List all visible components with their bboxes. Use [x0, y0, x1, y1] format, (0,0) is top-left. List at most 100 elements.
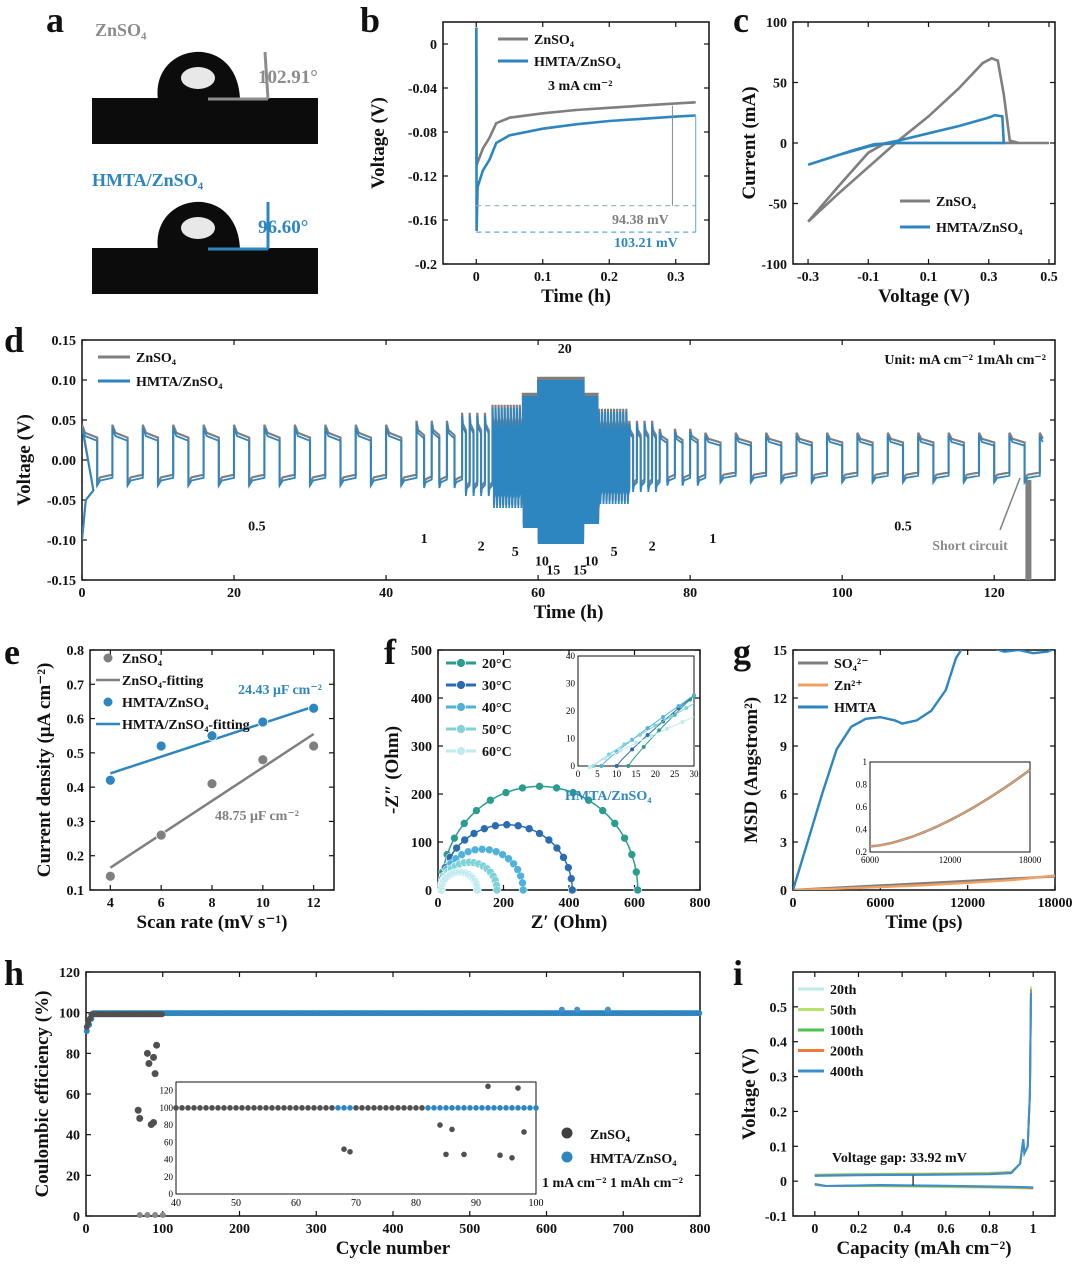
- x-tick-label: 200: [229, 1222, 250, 1237]
- inset-point: [645, 733, 650, 738]
- inset-ce-point: [197, 1105, 203, 1111]
- y-tick-label: 0.2: [67, 850, 85, 865]
- plot-frame: [792, 971, 1056, 1217]
- legend-zn: ZnSO₄: [590, 1128, 631, 1143]
- ce-point-hm: [696, 1010, 703, 1017]
- panel-label-i: i: [733, 953, 743, 993]
- y-tick-label: -0.04: [408, 82, 437, 97]
- inset-x-tick: 18000: [1019, 855, 1042, 865]
- contact-angle-image-1: ZnSO₄ 102.91°: [92, 20, 318, 144]
- series-line-1: [793, 874, 1055, 890]
- rate-label: 15: [573, 563, 587, 578]
- ce-point-zn-low: [136, 1211, 143, 1218]
- impedance-fit-4: [440, 871, 479, 891]
- legend-ion-0: SO₄²⁻: [834, 657, 868, 672]
- legend-temp-3-marker: [456, 724, 466, 734]
- y-tick-label: -0.15: [47, 574, 76, 589]
- inset-ce-point: [317, 1105, 323, 1111]
- ce-point-zn-low: [159, 1211, 166, 1218]
- y-tick-label: 0.1: [67, 884, 85, 899]
- inset-ce-point: [455, 1105, 461, 1111]
- chart-i: 0 0.2 0.4 0.6 0.8 1 -0.1 0 0.1 0.2 0.3 0.4 0.5 Capaci…: [739, 971, 1056, 1259]
- inset-x-tick: 30: [690, 769, 700, 779]
- y-tick-label: 0.5: [770, 1001, 788, 1016]
- inset-y-tick: 0.8: [856, 780, 868, 790]
- fit-line-zn: [109, 732, 315, 869]
- data-point: [206, 778, 218, 790]
- inset-y-tick: 0.6: [856, 802, 868, 812]
- chart-e: 4 6 8 10 12 0.1 0.2 0.3 0.4 0.5 0.6 0.7 0.8 Scan rate…: [34, 644, 335, 933]
- legend-zn-marker: [103, 653, 113, 663]
- x-axis-label: Cycle number: [336, 1238, 451, 1259]
- inset-ce-point: [347, 1105, 353, 1111]
- y-axis-label: Voltage (V): [739, 1048, 760, 1140]
- x-tick-label: 0.2: [850, 1222, 868, 1237]
- ce-point-zn-outlier: [151, 1070, 159, 1078]
- legend-temp-0-marker: [456, 658, 466, 668]
- inset-y-tick: 20: [566, 706, 576, 716]
- panel-label-f: f: [384, 632, 397, 672]
- inset-point: [661, 714, 666, 719]
- y-tick-label: 15: [773, 644, 787, 659]
- x-tick-label: 80: [683, 586, 697, 601]
- inset-outlier: [443, 1151, 449, 1158]
- panel-label-b: b: [360, 0, 380, 40]
- overpotential-hm: 103.21 mV: [614, 236, 678, 251]
- inset-point: [637, 732, 642, 737]
- inset-y-tick: 0: [169, 1189, 174, 1199]
- x-tick-label: 0: [473, 270, 480, 285]
- inset-x-tick: 60: [291, 1198, 301, 1209]
- x-tick-label: 40: [379, 586, 393, 601]
- inset-ce-point: [419, 1105, 425, 1111]
- legend-zn-marker: [561, 1127, 573, 1139]
- inset-ce-point: [173, 1105, 179, 1111]
- plot-frame: [792, 649, 1056, 891]
- inset-point: [653, 723, 658, 728]
- ce-point-hm: [558, 1006, 565, 1013]
- inset-ce-point: [335, 1105, 341, 1111]
- inset-ce-point: [371, 1105, 377, 1111]
- y-tick-label: 100: [766, 16, 787, 31]
- y-tick-label: -100: [761, 258, 787, 273]
- inset-x-tick: 12000: [939, 855, 962, 865]
- inset-ce-point: [521, 1105, 527, 1111]
- y-tick-label: 0.10: [52, 374, 77, 389]
- inset-outlier: [461, 1151, 467, 1158]
- inset-ce-point: [323, 1105, 329, 1111]
- inset-ce-point: [263, 1105, 269, 1111]
- inset-point: [664, 726, 669, 731]
- inset-ce-point: [305, 1105, 311, 1111]
- inset-x-tick: 25: [670, 769, 680, 779]
- y-tick-label: 100: [411, 836, 432, 851]
- x-tick-label: 8: [209, 896, 216, 911]
- rate-label: 10: [584, 555, 598, 570]
- inset-ce-point: [281, 1105, 287, 1111]
- rate-label: 2: [478, 539, 485, 554]
- x-tick-label: 0.2: [601, 270, 619, 285]
- y-tick-label: 0.5: [67, 747, 85, 762]
- x-tick-label: 60: [531, 586, 545, 601]
- legend-hm: HMTA/ZnSO₄: [936, 221, 1023, 236]
- legend-cycle-0: 20th: [830, 983, 857, 998]
- inset-ce-point: [269, 1105, 275, 1111]
- inset-x-tick: 70: [351, 1198, 361, 1209]
- inset-x-tick: 5: [595, 769, 600, 779]
- x-tick-label: 0.5: [1040, 270, 1058, 285]
- inset-y-tick: 0: [571, 761, 576, 771]
- y-tick-label: 0: [780, 137, 787, 152]
- inset-y-tick: 1: [863, 757, 868, 767]
- y-tick-label: 0.05: [52, 414, 77, 429]
- panel-label-c: c: [733, 0, 749, 40]
- inset-point: [634, 741, 638, 746]
- x-tick-label: 6000: [866, 896, 894, 911]
- inset-frame: [577, 655, 695, 767]
- droplet-highlight: [181, 67, 215, 89]
- legend-hmfit: HMTA/ZnSO₄-fitting: [122, 718, 250, 733]
- series-line-1: [475, 27, 696, 232]
- inset-ce-point: [389, 1105, 395, 1111]
- inset-y-tick: 0.4: [856, 825, 868, 835]
- y-tick-label: 9: [780, 740, 787, 755]
- inset-ce-point: [377, 1105, 383, 1111]
- ce-point-zn-low: [144, 1211, 151, 1218]
